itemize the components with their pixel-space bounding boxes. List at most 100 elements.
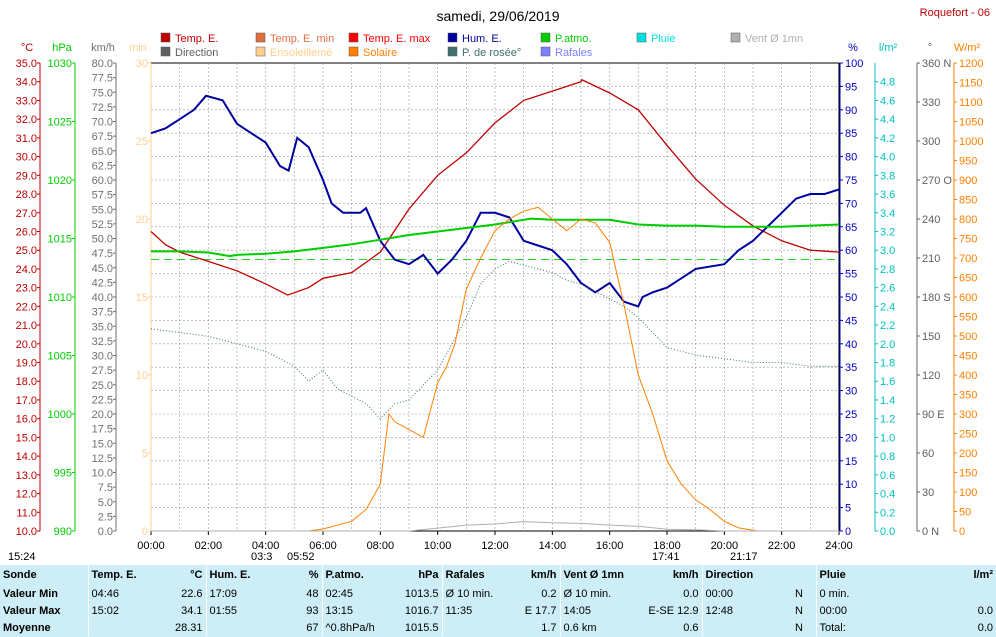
legend-swatch bbox=[348, 46, 359, 57]
axis-tick-label-wind: 50.0 bbox=[92, 234, 113, 246]
x-tick-label: 06:00 bbox=[309, 540, 337, 552]
x-tick-label: 18:00 bbox=[653, 540, 681, 552]
x-tick-label: 24:00 bbox=[825, 540, 853, 552]
summary-cell: 15:02 bbox=[87, 602, 158, 619]
axis-tick-label-sunshine: 30 bbox=[136, 58, 148, 70]
axis-tick-label-humidity: 65 bbox=[845, 222, 857, 234]
axis-tick-label-wind: 20.0 bbox=[92, 409, 113, 421]
station-name: Roquefort - 06 bbox=[920, 7, 990, 19]
axis-tick-label-temp: 14.0 bbox=[16, 451, 37, 463]
axis-tick-label-wind: 80.0 bbox=[92, 58, 113, 70]
summary-table: Sonde Temp. E. °C Hum. E. % P.atmo. hPa … bbox=[0, 565, 996, 636]
axis-tick-label-wind: 22.5 bbox=[92, 394, 113, 406]
legend-swatch bbox=[255, 32, 266, 43]
series-line-p-atmo- bbox=[151, 217, 840, 258]
summary-cell: 0.0 bbox=[977, 621, 993, 634]
summary-header: Sonde bbox=[3, 569, 37, 581]
summary-cell: 1016.7 bbox=[404, 604, 439, 617]
axis-tick-label-temp: 18.0 bbox=[16, 376, 37, 388]
axis-tick-label-rain: 4.2 bbox=[880, 133, 895, 145]
axis-tick-label-wind: 77.5 bbox=[92, 73, 113, 85]
axis-tick-label-temp: 23.0 bbox=[16, 283, 37, 295]
axis-unit-label-solar: W/m² bbox=[954, 42, 981, 54]
axis-tick-label-solar: 1000 bbox=[959, 136, 983, 148]
axis-tick-label-solar: 750 bbox=[959, 234, 977, 246]
axis-tick-label-solar: 300 bbox=[959, 409, 977, 421]
summary-cell bbox=[87, 619, 158, 636]
axis-tick-label-rain: 4.6 bbox=[880, 95, 895, 107]
axis-tick-label-rain: 4.8 bbox=[880, 77, 895, 89]
axis-tick-label-pressure: 1015 bbox=[48, 234, 72, 246]
axis-tick-label-direction: 60 bbox=[922, 448, 934, 460]
axis-tick-label-direction: 150 bbox=[922, 331, 940, 343]
axis-tick-label-rain: 1.6 bbox=[880, 376, 895, 388]
axis-tick-label-solar: 850 bbox=[959, 195, 977, 207]
axis-tick-label-humidity: 85 bbox=[845, 128, 857, 140]
axis-tick-label-rain: 3.8 bbox=[880, 170, 895, 182]
axis-tick-label-sunshine: 15 bbox=[136, 292, 148, 304]
axis-tick-label-wind: 17.5 bbox=[92, 424, 113, 436]
summary-cell: 0.0 bbox=[683, 587, 699, 600]
axis-tick-label-rain: 2.0 bbox=[880, 339, 895, 351]
summary-cell: 67 bbox=[306, 621, 319, 634]
axis-tick-label-rain: 3.4 bbox=[880, 208, 895, 220]
axis-tick-label-rain: 0.0 bbox=[880, 526, 895, 538]
legend-label: Solaire bbox=[363, 47, 397, 59]
axis-tick-label-pressure: 1020 bbox=[48, 175, 72, 187]
axis-tick-label-rain: 1.2 bbox=[880, 414, 895, 426]
axis-tick-label-humidity: 5 bbox=[845, 503, 851, 515]
axis-tick-label-humidity: 10 bbox=[845, 479, 857, 491]
axis-tick-label-wind: 60.0 bbox=[92, 175, 113, 187]
legend-swatch bbox=[160, 46, 171, 57]
legend-label: P. de rosée° bbox=[462, 47, 521, 59]
axis-tick-label-temp: 10.0 bbox=[16, 526, 37, 538]
axis-tick-label-direction: 210 bbox=[922, 253, 940, 265]
axis-tick-label-wind: 62.5 bbox=[92, 160, 113, 172]
summary-cell: 11:35 bbox=[441, 602, 512, 619]
axis-tick-label-temp: 17.0 bbox=[16, 395, 37, 407]
summary-cell: 28.31 bbox=[174, 621, 203, 634]
axis-tick-label-wind: 32.5 bbox=[92, 336, 113, 348]
axis-tick-label-humidity: 95 bbox=[845, 81, 857, 93]
summary-cell: Ø 10 min. bbox=[441, 585, 512, 602]
axis-tick-label-sunshine: 5 bbox=[142, 448, 148, 460]
legend-label: Rafales bbox=[555, 47, 593, 59]
summary-header: Temp. E. bbox=[87, 565, 158, 585]
summary-cell: 1013.5 bbox=[404, 587, 439, 600]
summary-cell: 0 min. bbox=[815, 585, 906, 602]
axis-tick-label-solar: 800 bbox=[959, 214, 977, 226]
chart-title: samedi, 29/06/2019 bbox=[437, 8, 560, 24]
axis-tick-label-temp: 11.0 bbox=[16, 507, 37, 519]
summary-header: Pluie bbox=[815, 565, 906, 585]
summary-cell: ^0.8hPa/h bbox=[321, 619, 392, 636]
axis-tick-label-rain: 2.8 bbox=[880, 264, 895, 276]
legend-swatch bbox=[730, 32, 741, 43]
legend-swatch bbox=[540, 46, 551, 57]
x-tick-label: 02:00 bbox=[195, 540, 223, 552]
legend-swatch bbox=[447, 46, 458, 57]
summary-header: Vent Ø 1mn bbox=[559, 565, 624, 585]
axis-tick-label-wind: 0.0 bbox=[98, 526, 113, 538]
axis-tick-label-wind: 55.0 bbox=[92, 204, 113, 216]
axis-tick-label-rain: 4.4 bbox=[880, 114, 895, 126]
axis-tick-label-solar: 900 bbox=[959, 175, 977, 187]
axis-tick-label-solar: 1050 bbox=[959, 117, 983, 129]
axis-unit-label-sunshine: min bbox=[129, 42, 147, 54]
summary-cell: Total: bbox=[815, 619, 906, 636]
axis-tick-label-solar: 1150 bbox=[959, 78, 983, 90]
summary-row-label: Moyenne bbox=[3, 621, 51, 634]
axis-tick-label-temp: 28.0 bbox=[16, 189, 37, 201]
summary-header: km/h bbox=[530, 569, 557, 581]
start-time-label: 15:24 bbox=[8, 551, 36, 563]
axis-tick-label-solar: 150 bbox=[959, 468, 977, 480]
axis-tick-label-temp: 20.0 bbox=[16, 339, 37, 351]
axis-tick-label-humidity: 60 bbox=[845, 245, 857, 257]
summary-header: Hum. E. bbox=[205, 565, 278, 585]
axis-tick-label-direction: 90 E bbox=[922, 409, 945, 421]
axis-tick-label-solar: 550 bbox=[959, 312, 977, 324]
axis-unit-label-direction: ° bbox=[928, 42, 932, 54]
axis-tick-label-temp: 26.0 bbox=[16, 226, 37, 238]
marker-a-label: 03:3 bbox=[251, 551, 272, 563]
summary-cell bbox=[441, 619, 512, 636]
legend-label: Temp. E. min bbox=[270, 33, 334, 45]
